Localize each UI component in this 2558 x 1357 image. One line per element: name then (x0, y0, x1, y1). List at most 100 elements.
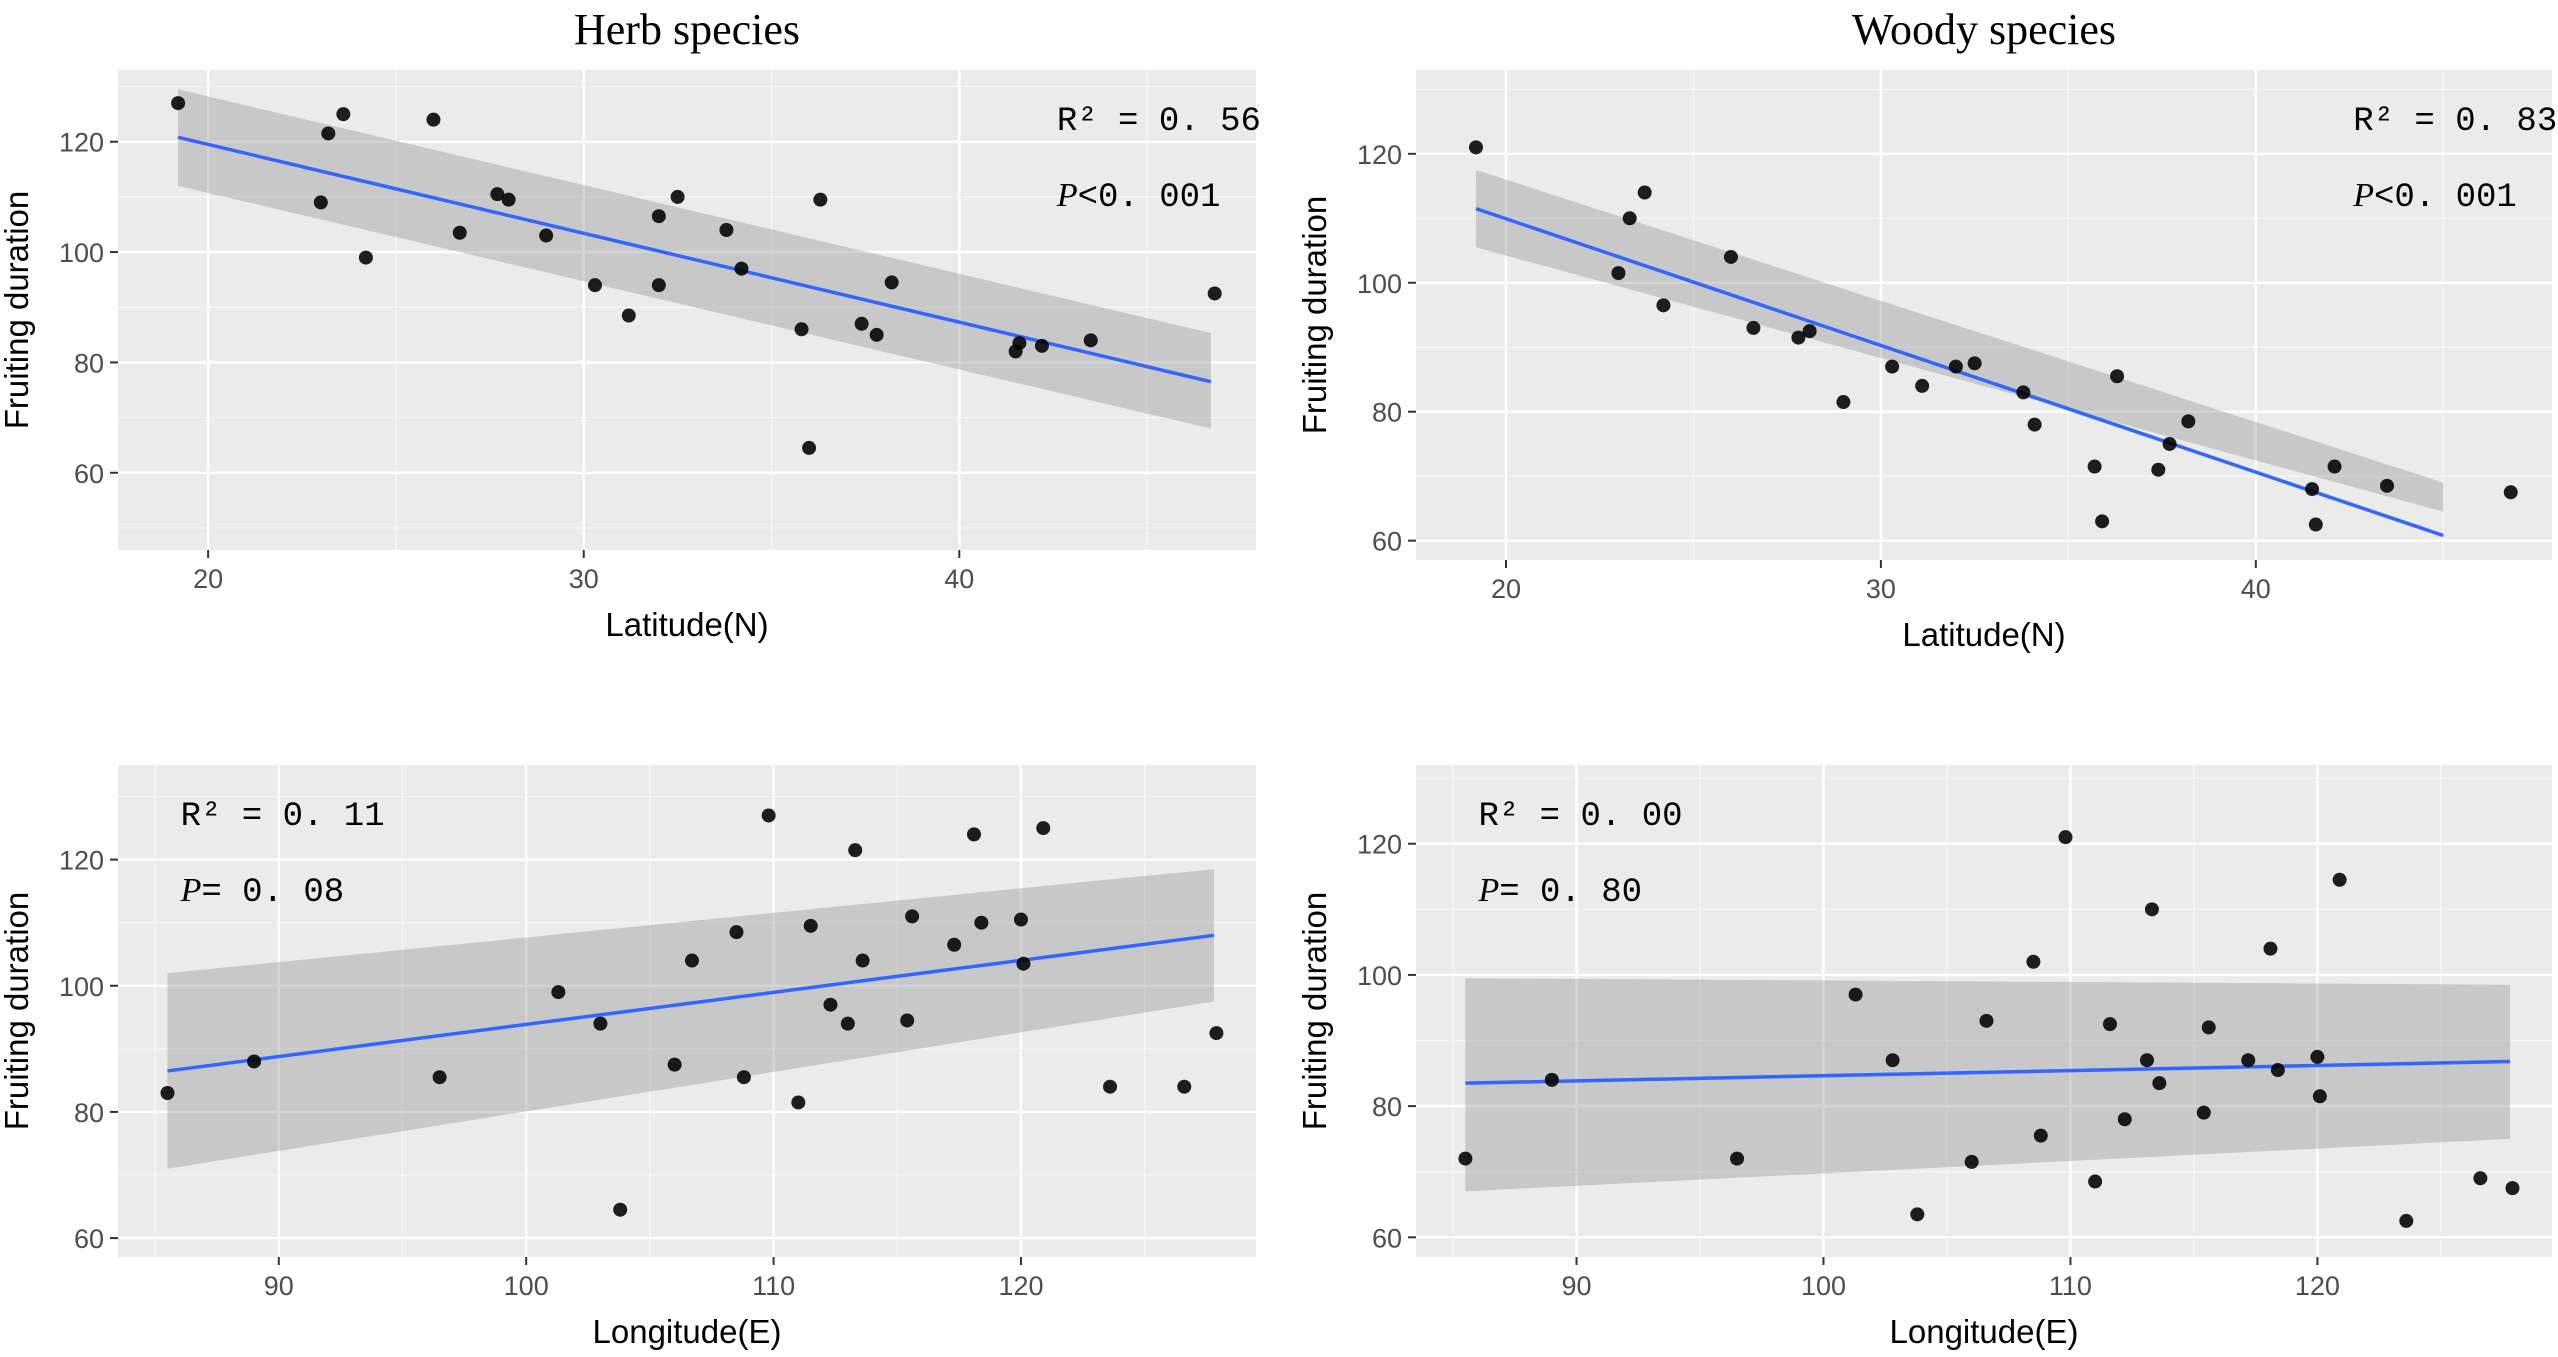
plot-background (1416, 70, 2552, 560)
data-point (1885, 359, 1900, 374)
data-point (1083, 333, 1098, 348)
data-point (2026, 954, 2041, 969)
r-squared-annotation: R² = 0. 00 (1478, 798, 1682, 836)
panel-title: Woody species (1852, 5, 2116, 54)
data-point (905, 909, 920, 924)
data-point (670, 189, 685, 204)
y-tick-label: 100 (59, 238, 104, 268)
data-point (432, 1070, 447, 1085)
data-point (539, 228, 554, 243)
data-point (2088, 1174, 2103, 1189)
data-point (803, 918, 818, 933)
data-point (736, 1070, 751, 1085)
data-point (247, 1054, 262, 1069)
data-point (501, 192, 516, 207)
r-squared-annotation: R² = 0. 56 (1057, 103, 1261, 141)
data-point (734, 261, 749, 276)
y-axis-title: Fruiting duration (1296, 892, 1333, 1130)
x-tick-label: 90 (264, 1271, 294, 1301)
data-point (160, 1086, 175, 1100)
data-point (667, 1057, 682, 1072)
data-point (336, 107, 351, 122)
data-point (974, 915, 989, 930)
data-point (802, 440, 817, 455)
data-point (2152, 1076, 2167, 1091)
confidence-band (1465, 978, 2511, 1192)
data-point (2473, 1171, 2488, 1186)
p-value: <0. 001 (1078, 179, 1221, 217)
p-value: <0. 001 (2374, 179, 2517, 217)
p-value-annotation: P= 0. 08 (180, 872, 345, 912)
x-axis-title: Longitude(E) (1890, 1313, 2079, 1350)
panel-herb-latitude: 20 30 40 60 80 100 120 R² = 0. 56 P<0. 001 Latitu… (0, 5, 1261, 643)
data-point (719, 223, 734, 237)
plot-background (1416, 765, 2552, 1257)
data-point (1948, 359, 1963, 374)
data-point (1458, 1151, 1473, 1166)
data-point (651, 209, 666, 224)
data-point (2151, 462, 2166, 477)
y-axis-title: Fruiting duration (1296, 196, 1333, 434)
y-tick-label: 60 (1372, 1223, 1402, 1253)
data-point (823, 997, 838, 1012)
y-axis-title: Fruiting duration (0, 191, 35, 429)
y-tick-label: 60 (1372, 527, 1402, 557)
data-point (761, 808, 776, 823)
y-tick-label: 60 (74, 459, 104, 489)
data-point (884, 275, 899, 290)
data-point (171, 96, 186, 111)
plot-background (118, 70, 1256, 550)
data-point (1016, 956, 1031, 971)
x-tick-label: 40 (2241, 574, 2271, 604)
data-point (1177, 1079, 1192, 1094)
data-point (966, 827, 981, 842)
data-point (621, 308, 636, 323)
data-point (2332, 872, 2347, 887)
data-point (947, 937, 962, 952)
x-axis-title: Longitude(E) (593, 1313, 782, 1350)
data-point (855, 953, 870, 968)
data-point (426, 112, 441, 127)
data-point (854, 316, 869, 331)
data-point (2110, 369, 2125, 384)
data-point (2503, 485, 2518, 500)
data-point (791, 1095, 806, 1110)
data-point (900, 1013, 915, 1028)
x-tick-label: 30 (1866, 574, 1896, 604)
data-point (2058, 830, 2073, 845)
data-point (813, 192, 828, 207)
data-point (1964, 1154, 1979, 1169)
y-tick-label: 100 (1357, 961, 1402, 991)
data-point (2095, 514, 2110, 529)
data-point (1885, 1053, 1900, 1068)
data-point (452, 225, 467, 240)
x-axis-title: Latitude(N) (1902, 616, 2065, 653)
data-point (2139, 1053, 2154, 1068)
data-point (1967, 356, 1982, 371)
p-value-annotation: P<0. 001 (1056, 177, 1221, 217)
data-point (1013, 912, 1028, 927)
y-tick-label: 100 (1357, 269, 1402, 299)
panel-woody-longitude: 90 100 110 120 60 80 100 120 R² = 0. 00 P= 0. 80 L… (1296, 765, 2552, 1350)
data-point (2027, 417, 2042, 432)
x-tick-label: 100 (1801, 1271, 1846, 1301)
p-value: = 0. 80 (1499, 874, 1642, 912)
p-symbol: P (2352, 177, 2374, 214)
data-point (684, 953, 699, 968)
data-point (651, 278, 666, 293)
p-symbol: P (180, 872, 202, 909)
x-axis-title: Latitude(N) (605, 606, 768, 643)
data-point (2181, 414, 2196, 429)
data-point (869, 327, 884, 342)
data-point (1622, 211, 1637, 226)
data-point (593, 1016, 608, 1031)
x-tick-label: 120 (998, 1271, 1043, 1301)
data-point (1791, 330, 1806, 345)
y-tick-label: 120 (59, 128, 104, 158)
data-point (2201, 1020, 2216, 1035)
data-point (1910, 1207, 1925, 1222)
y-axis-title: Fruiting duration (0, 892, 35, 1130)
data-point (794, 322, 809, 337)
data-point (2505, 1181, 2520, 1196)
p-value-annotation: P= 0. 80 (1477, 872, 1642, 912)
